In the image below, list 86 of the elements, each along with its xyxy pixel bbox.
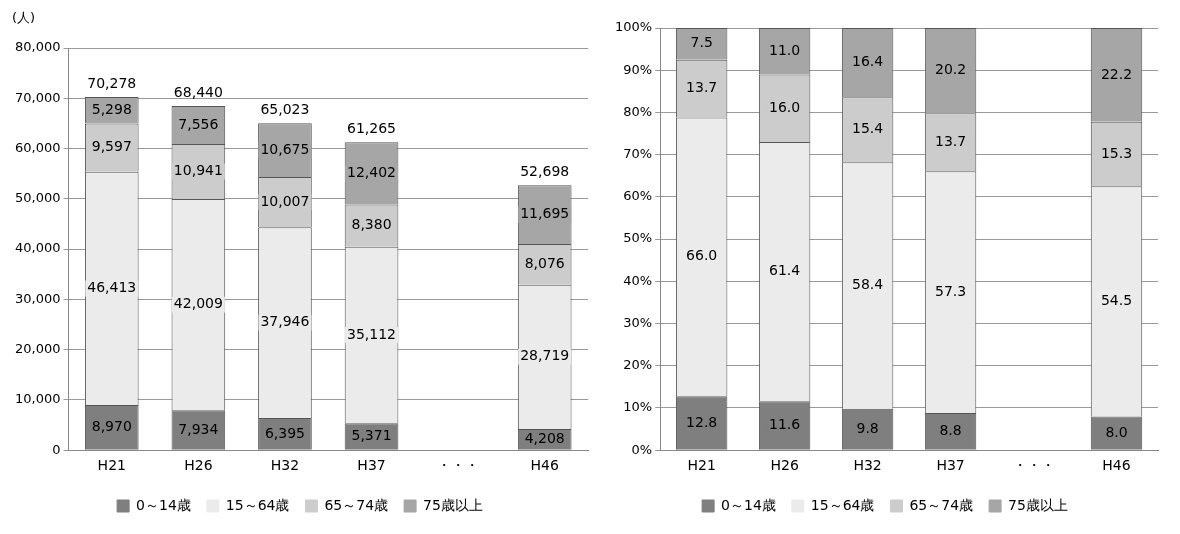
y-tick-label: 70,000	[14, 89, 61, 105]
y-tick-label: 30%	[623, 314, 653, 330]
data-label: 12,402	[347, 164, 397, 181]
data-label: 8,380	[351, 216, 392, 233]
data-label: 66.0	[686, 247, 718, 264]
legend-label: 75歳以上	[1008, 496, 1068, 513]
data-label: 15.3	[1100, 144, 1133, 161]
x-tick-label: ・・・	[437, 457, 480, 474]
data-label: 9,597	[91, 138, 132, 155]
data-label: 11.0	[769, 41, 801, 58]
y-tick-label: 20%	[623, 357, 653, 373]
total-label: 70,278	[87, 74, 137, 91]
data-label: 42,009	[173, 295, 223, 312]
y-tick-label: 0%	[631, 441, 653, 457]
y-tick-label: 50%	[623, 230, 653, 246]
legend-label: 65～74歳	[324, 496, 389, 513]
data-label: 35,112	[347, 325, 397, 342]
total-label: 68,440	[173, 83, 223, 100]
data-label: 20.2	[934, 61, 967, 78]
data-label: 57.3	[934, 282, 967, 299]
data-label: 5,298	[91, 100, 132, 117]
legend-label: 65～74歳	[909, 496, 974, 513]
data-label: 9.8	[856, 419, 879, 436]
data-label: 7,934	[178, 420, 219, 437]
data-label: 4,208	[524, 430, 565, 447]
y-tick-label: 20,000	[14, 341, 61, 357]
x-tick-label: H46	[1102, 457, 1131, 474]
data-label: 37,946	[260, 313, 310, 330]
x-tick-label: H32	[853, 457, 882, 474]
x-tick-label: ・・・	[1012, 457, 1055, 474]
x-tick-label: H21	[97, 457, 126, 474]
data-label: 54.5	[1100, 292, 1133, 309]
y-tick-label: 30,000	[14, 290, 61, 306]
legend-label: 0～14歳	[721, 496, 776, 513]
total-label: 52,698	[520, 162, 570, 179]
data-label: 12.8	[686, 413, 718, 430]
y-tick-label: 50,000	[14, 190, 61, 206]
x-tick-label: H26	[184, 457, 213, 474]
y-tick-label: 60%	[623, 188, 653, 204]
data-label: 15.4	[852, 120, 884, 137]
data-label: 22.2	[1100, 65, 1133, 82]
x-tick-label: H46	[530, 457, 559, 474]
x-tick-label: H32	[270, 457, 300, 474]
data-label: 8.0	[1105, 423, 1128, 440]
data-label: 5,371	[351, 427, 392, 444]
data-label: 10,941	[173, 162, 223, 179]
data-label: 7.5	[690, 34, 713, 51]
y-tick-label: 70%	[623, 146, 653, 162]
data-label: 8.8	[939, 422, 962, 439]
y-tick-label: 80,000	[14, 39, 61, 55]
y-tick-label: 10,000	[14, 391, 61, 407]
y-tick-label: 80%	[623, 103, 653, 119]
data-label: 6,395	[264, 424, 305, 441]
legend-label: 75歳以上	[423, 496, 483, 513]
data-label: 28,719	[520, 347, 570, 364]
data-label: 8,076	[524, 255, 565, 271]
y-axis-title: (人)	[12, 9, 36, 25]
x-tick-label: H21	[687, 457, 716, 474]
data-label: 7,556	[178, 115, 219, 132]
x-tick-label: H26	[770, 457, 799, 474]
x-tick-label: H37	[936, 457, 965, 474]
y-tick-label: 10%	[623, 399, 653, 415]
x-tick-label: H37	[357, 457, 386, 474]
total-label: 65,023	[260, 100, 310, 117]
y-tick-label: 90%	[623, 61, 653, 77]
y-tick-label: 40%	[623, 272, 653, 288]
total-label: 61,265	[347, 119, 397, 136]
data-label: 46,413	[87, 279, 137, 296]
data-label: 13.7	[934, 132, 967, 149]
legend-label: 15～64歳	[225, 496, 290, 513]
y-tick-label: 100%	[614, 19, 653, 35]
data-label: 8,970	[91, 418, 132, 435]
data-label: 10,007	[260, 192, 310, 209]
data-label: 13.7	[686, 79, 718, 96]
data-label: 16.4	[852, 53, 884, 70]
data-label: 11.6	[769, 416, 801, 433]
data-label: 11,695	[520, 205, 570, 222]
y-tick-label: 0	[52, 441, 61, 457]
y-tick-label: 40,000	[14, 240, 61, 256]
data-label: 10,675	[260, 140, 310, 157]
legend-label: 15～64歳	[810, 496, 875, 513]
data-label: 58.4	[852, 276, 884, 293]
data-label: 16.0	[769, 98, 801, 115]
y-tick-label: 60,000	[14, 139, 61, 155]
data-label: 61.4	[769, 262, 801, 279]
legend-label: 0～14歳	[136, 496, 191, 513]
